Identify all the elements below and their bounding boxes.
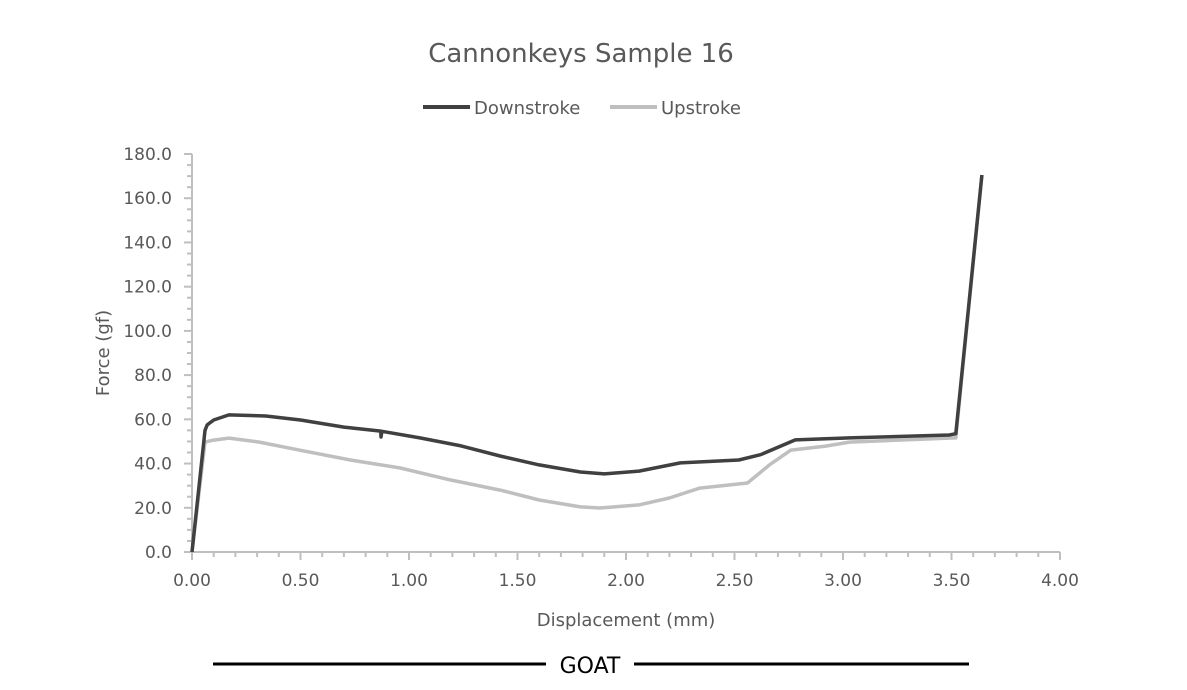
y-tick-label: 180.0 xyxy=(123,145,172,165)
x-axis-label: Displacement (mm) xyxy=(537,610,716,631)
y-tick-label: 120.0 xyxy=(123,278,172,298)
x-tick-label: 0.50 xyxy=(282,571,320,591)
y-tick-label: 60.0 xyxy=(134,410,172,430)
legend-label-downstroke: Downstroke xyxy=(474,98,580,119)
x-tick-label: 1.00 xyxy=(390,571,428,591)
y-axis-label: Force (gf) xyxy=(93,310,114,396)
x-tick-label: 2.00 xyxy=(607,571,645,591)
y-tick-label: 40.0 xyxy=(134,455,172,475)
y-tick-label: 20.0 xyxy=(134,499,172,519)
y-tick-label: 100.0 xyxy=(123,322,172,342)
legend-label-upstroke: Upstroke xyxy=(661,98,741,119)
series-line-upstroke xyxy=(190,174,984,553)
y-tick-label: 160.0 xyxy=(123,189,172,209)
x-tick-label: 3.00 xyxy=(824,571,862,591)
x-tick-label: 2.50 xyxy=(716,571,754,591)
x-tick-label: 1.50 xyxy=(499,571,537,591)
x-tick-label: 0.00 xyxy=(173,571,211,591)
y-tick-label: 80.0 xyxy=(134,366,172,386)
chart-title: Cannonkeys Sample 16 xyxy=(428,39,734,69)
x-tick-label: 4.00 xyxy=(1041,571,1079,591)
y-tick-label: 0.0 xyxy=(145,543,172,563)
x-tick-label: 3.50 xyxy=(933,571,971,591)
series-line-downstroke xyxy=(190,174,984,553)
legend: Downstroke Upstroke xyxy=(423,98,741,119)
y-tick-label: 140.0 xyxy=(123,233,172,253)
footer-label: GOAT xyxy=(560,654,621,679)
